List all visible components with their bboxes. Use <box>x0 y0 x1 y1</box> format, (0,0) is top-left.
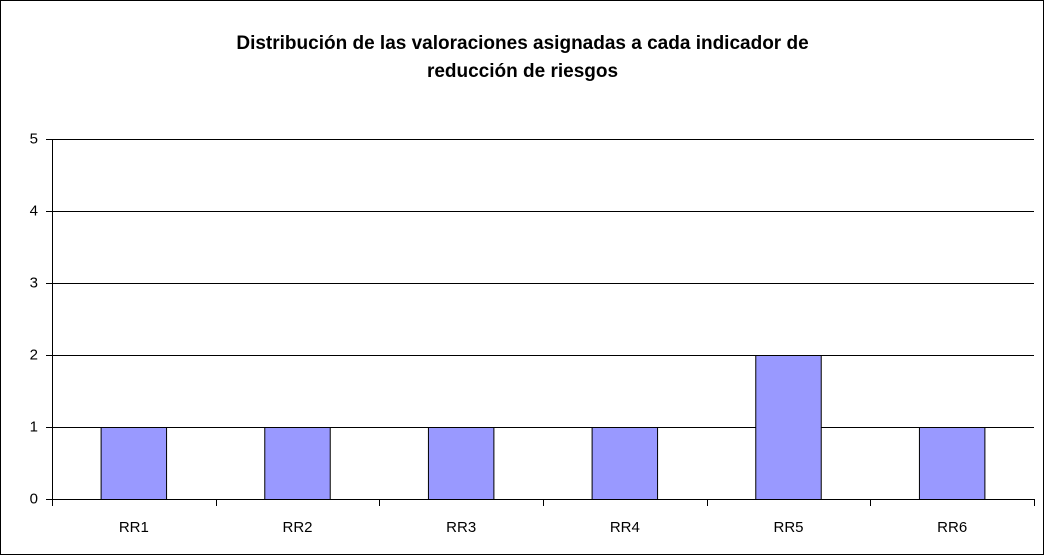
x-tick-label: RR5 <box>773 519 803 536</box>
x-tick-label: RR6 <box>937 519 967 536</box>
bar <box>100 427 168 500</box>
bar <box>755 355 822 500</box>
y-tick-label: 0 <box>30 490 38 507</box>
x-tick-label: RR4 <box>610 519 640 536</box>
y-tick-label: 2 <box>30 346 38 363</box>
y-tick-label: 5 <box>30 130 38 147</box>
bar <box>918 427 986 500</box>
y-tick-label: 3 <box>30 274 38 291</box>
x-tick-label: RR3 <box>446 519 476 536</box>
chart-title: Distribución de las valoraciones asignad… <box>236 33 809 82</box>
x-tick-label: RR1 <box>119 519 149 536</box>
x-tick-label: RR2 <box>282 519 312 536</box>
bar <box>264 427 331 500</box>
bar <box>591 427 659 500</box>
y-tick-label: 4 <box>30 202 38 219</box>
y-tick-label: 1 <box>30 418 38 435</box>
bar <box>427 427 495 500</box>
